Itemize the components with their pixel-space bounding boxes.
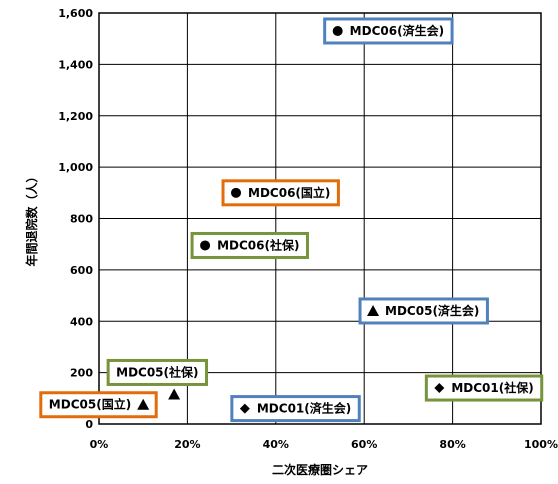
data-point: MDC05(社保) xyxy=(106,358,209,400)
triangle-marker xyxy=(137,398,150,410)
label-box xyxy=(106,358,209,386)
data-point: MDC05(済生会) xyxy=(358,297,489,325)
point-label: MDC05(社保) xyxy=(116,364,198,379)
x-tick-label: 80% xyxy=(439,438,465,451)
data-points: MDC06(済生会) MDC06(国立) MDC06(社保) MDC05(済生会) MD… xyxy=(39,17,544,423)
point-label: MDC01(社保) xyxy=(451,380,533,395)
y-tick-label: 1,000 xyxy=(58,161,93,174)
x-tick-label: 40% xyxy=(263,438,289,451)
data-point: MDC05(国立) xyxy=(39,391,158,419)
label-box xyxy=(424,374,544,402)
point-label: MDC01(済生会) xyxy=(257,401,351,416)
label-box xyxy=(323,17,454,45)
label-box xyxy=(221,179,340,207)
diamond-marker xyxy=(239,403,250,414)
data-point: MDC06(国立) xyxy=(221,179,340,207)
y-tick-label: 1,200 xyxy=(58,110,93,123)
y-tick-label: 1,600 xyxy=(58,7,93,20)
label-box xyxy=(230,395,361,423)
label-box xyxy=(358,297,489,325)
label-box xyxy=(39,391,158,419)
grid-lines xyxy=(98,12,542,425)
y-axis-ticks: 0 200 400 600 800 1,000 1,200 1,400 1,600 xyxy=(58,7,93,431)
point-label: MDC06(社保) xyxy=(217,237,299,252)
label-box xyxy=(190,231,309,259)
point-label: MDC05(済生会) xyxy=(385,303,479,318)
x-tick-label: 20% xyxy=(174,438,200,451)
x-axis-title: 二次医療圏シェア xyxy=(272,462,368,477)
plot-area-border xyxy=(98,12,542,425)
x-axis-ticks: 0% 20% 40% 60% 80% 100% xyxy=(90,438,558,451)
diamond-marker xyxy=(434,383,445,394)
circle-marker xyxy=(231,187,242,198)
y-tick-label: 600 xyxy=(70,264,93,277)
triangle-marker xyxy=(168,388,181,400)
y-tick-label: 400 xyxy=(70,315,93,328)
x-tick-label: 100% xyxy=(524,438,558,451)
x-tick-label: 60% xyxy=(351,438,377,451)
data-point: MDC06(済生会) xyxy=(323,17,454,45)
data-point: MDC01(社保) xyxy=(424,374,544,402)
y-tick-label: 1,400 xyxy=(58,58,93,71)
circle-marker xyxy=(332,25,343,36)
triangle-marker xyxy=(367,304,380,316)
y-tick-label: 200 xyxy=(70,367,93,380)
y-tick-label: 800 xyxy=(70,213,93,226)
point-label: MDC05(国立) xyxy=(49,397,131,412)
y-tick-label: 0 xyxy=(85,418,93,431)
point-label: MDC06(済生会) xyxy=(350,23,444,38)
x-tick-label: 0% xyxy=(90,438,109,451)
data-point: MDC06(社保) xyxy=(190,231,309,259)
point-label: MDC06(国立) xyxy=(248,185,330,200)
data-point: MDC01(済生会) xyxy=(230,395,361,423)
y-axis-title: 年間退院数（人） xyxy=(24,170,39,266)
circle-marker xyxy=(200,240,211,251)
